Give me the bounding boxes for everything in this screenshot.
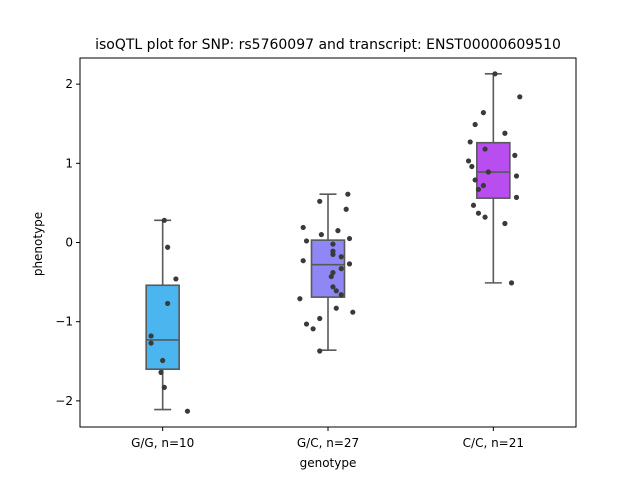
chart-title: isoQTL plot for SNP: rs5760097 and trans… [95, 37, 561, 53]
y-tick-label: −1 [55, 315, 73, 329]
data-point [465, 158, 472, 164]
data-point [158, 369, 164, 375]
data-point [338, 254, 344, 260]
data-point [517, 94, 523, 100]
plot-area: −2 −1 0 1 2 G/G, n=10 G/C, n=27 C/C, n=21 [55, 57, 577, 450]
data-point [472, 121, 478, 128]
data-point [513, 194, 520, 200]
data-point [346, 235, 353, 242]
data-point [469, 163, 475, 170]
data-point [345, 191, 351, 197]
data-point [330, 251, 336, 257]
data-point [303, 238, 310, 244]
x-axis-label: genotype [300, 456, 357, 470]
data-point [470, 202, 477, 208]
data-point [343, 206, 349, 212]
box [145, 284, 180, 370]
y-tick-label: 1 [65, 156, 73, 170]
data-point [317, 348, 323, 354]
x-tick-label: G/G, n=10 [131, 436, 194, 450]
data-point [350, 309, 356, 315]
data-point [160, 357, 166, 364]
y-tick-label: 2 [65, 77, 73, 91]
data-point [165, 300, 171, 307]
data-point [303, 321, 310, 327]
data-point [467, 139, 473, 145]
data-point [492, 71, 498, 77]
data-point [482, 214, 488, 220]
data-point [480, 182, 487, 189]
data-point [475, 210, 482, 216]
data-point [165, 244, 171, 250]
x-tick-label: C/C, n=21 [463, 436, 524, 450]
data-point [310, 326, 316, 332]
data-point [485, 169, 491, 175]
x-tick-label: G/C, n=27 [297, 436, 359, 450]
data-point [472, 177, 478, 183]
data-point [328, 273, 334, 280]
data-point [482, 146, 488, 152]
data-point [300, 258, 306, 264]
data-point [335, 228, 341, 234]
data-point [333, 305, 339, 311]
data-point [148, 333, 154, 339]
data-point [161, 384, 167, 391]
data-point [317, 198, 323, 204]
data-point [318, 231, 324, 238]
y-axis-label: phenotype [31, 212, 45, 276]
data-point [333, 288, 339, 294]
data-point [480, 110, 487, 116]
y-tick-label: −2 [55, 394, 73, 408]
data-point [346, 261, 353, 267]
data-point [512, 152, 518, 158]
data-point [184, 408, 191, 414]
data-point [297, 296, 303, 302]
data-point [161, 217, 167, 223]
data-point [317, 315, 323, 322]
data-point [300, 224, 306, 231]
box [476, 141, 511, 199]
data-point [338, 266, 344, 272]
data-point [475, 186, 482, 193]
y-tick-label: 0 [65, 236, 73, 250]
data-point [502, 220, 508, 227]
data-point [508, 280, 515, 286]
data-point [513, 173, 520, 179]
data-point [330, 284, 336, 290]
data-point [173, 276, 179, 282]
data-point [148, 340, 154, 346]
data-point [338, 292, 344, 298]
data-point [330, 241, 336, 247]
data-point [502, 130, 508, 136]
data-point [330, 269, 336, 276]
